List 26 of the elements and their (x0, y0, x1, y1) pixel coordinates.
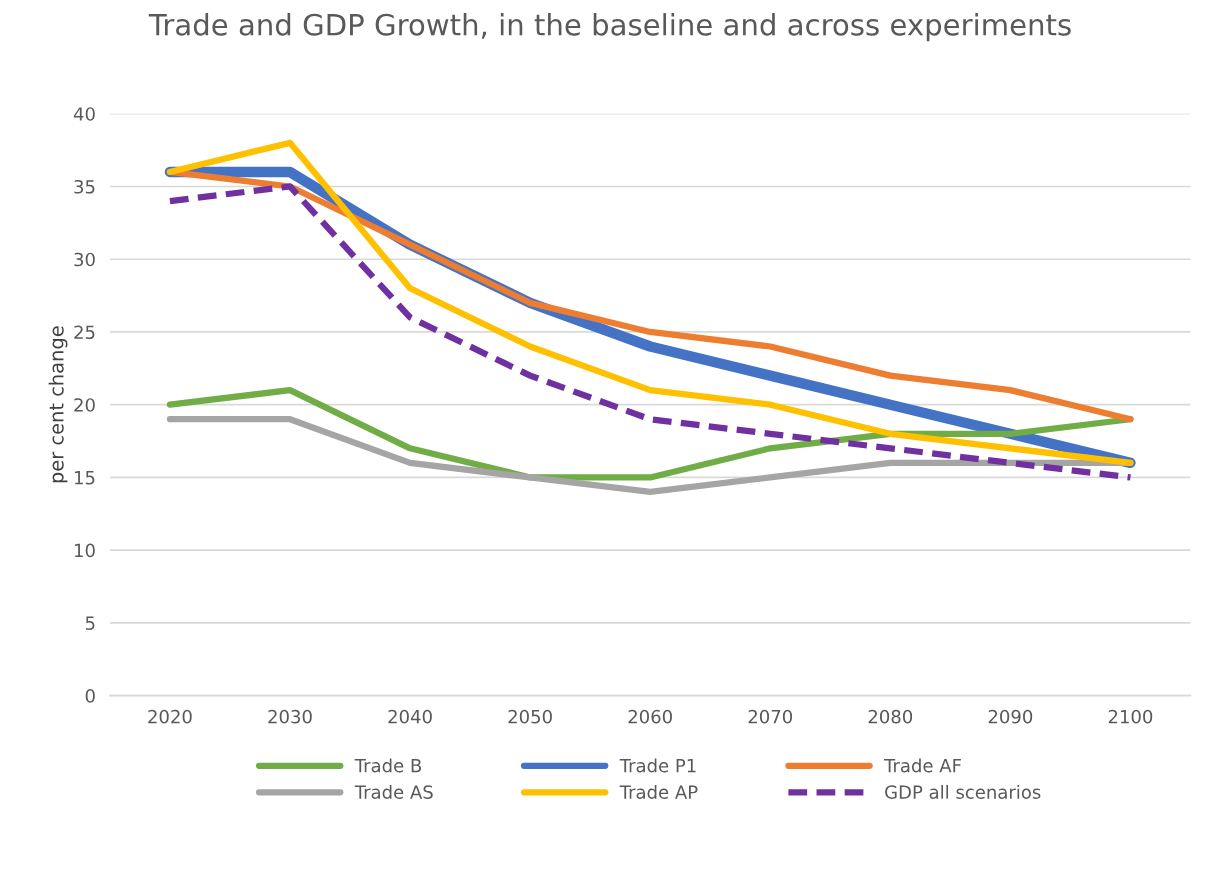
y-axis-title: per cent change (48, 326, 68, 483)
x-tick-label: 2030 (268, 709, 312, 724)
x-tick-label: 2100 (1108, 709, 1153, 724)
y-tick-label: 25 (74, 325, 95, 340)
legend-label: Trade B (354, 758, 422, 773)
x-tick-label: 2040 (388, 709, 432, 724)
y-tick-label: 15 (75, 471, 95, 485)
y-tick-label: 30 (74, 252, 95, 267)
chart-title: Trade and GDP Growth, in the baseline and across experiments (148, 13, 1071, 42)
x-tick-label: 2060 (628, 709, 672, 724)
y-tick-label: 5 (85, 616, 95, 631)
x-tick-label: 2050 (508, 709, 552, 724)
x-tick-label: 2090 (988, 709, 1033, 724)
legend-label: Trade AF (884, 758, 961, 773)
y-tick-label: 0 (85, 689, 95, 703)
legend-label: Trade P1 (619, 758, 696, 773)
legend-label: GDP all scenarios (885, 784, 1041, 799)
x-tick-label: 2070 (748, 709, 793, 724)
legend-label: Trade AS (354, 784, 433, 799)
x-tick-label: 2020 (148, 709, 192, 724)
x-tick-label: 2080 (868, 709, 913, 724)
y-tick-label: 20 (74, 398, 95, 412)
y-tick-label: 10 (75, 543, 95, 558)
legend-label: Trade AP (619, 784, 698, 799)
y-tick-label: 40 (73, 107, 95, 121)
y-tick-label: 35 (74, 179, 95, 194)
